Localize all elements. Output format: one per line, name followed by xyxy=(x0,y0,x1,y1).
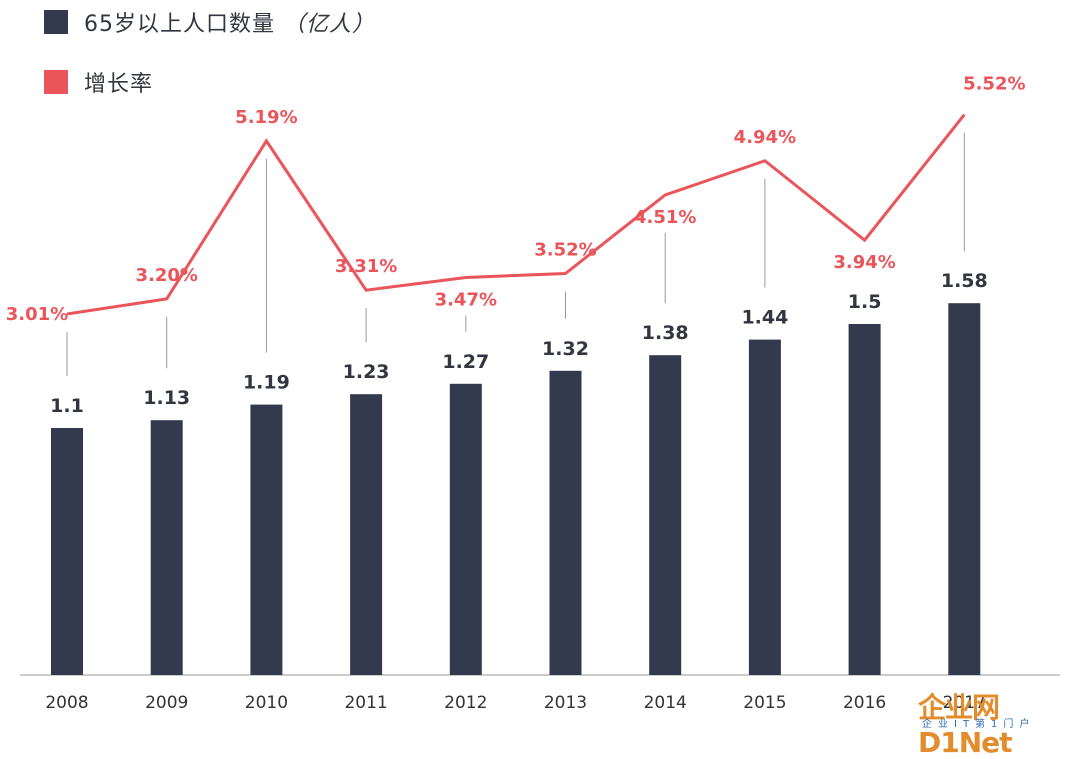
bar xyxy=(649,355,682,675)
legend-swatch-growth-rate xyxy=(44,70,68,94)
bar-value-label: 1.23 xyxy=(343,361,390,383)
x-tick-label: 2010 xyxy=(245,693,288,713)
bar xyxy=(748,339,781,675)
bar-value-label: 1.58 xyxy=(941,270,988,292)
legend-label-population: 65岁以上人口数量 xyxy=(84,12,275,37)
bar-value-label: 1.38 xyxy=(642,322,689,344)
bar xyxy=(350,394,383,675)
legend-swatch-population xyxy=(44,10,68,34)
legend-item-population: 65岁以上人口数量 （亿人） xyxy=(44,6,375,38)
legend-unit-population: （亿人） xyxy=(283,12,376,37)
bar xyxy=(549,370,582,675)
growth-rate-label: 5.19% xyxy=(235,107,297,128)
bar-value-label: 1.5 xyxy=(848,291,882,313)
bar xyxy=(449,383,482,675)
bar xyxy=(150,420,183,675)
x-tick-label: 2014 xyxy=(644,693,687,713)
chart-canvas: 1.1 2008 1.13 2009 1.19 2010 1.23 2011 1.27 2012 1… xyxy=(6,74,1060,713)
x-tick-label: 2015 xyxy=(743,693,786,713)
bar-value-label: 1.27 xyxy=(442,351,489,373)
growth-rate-label: 3.01% xyxy=(6,304,68,325)
x-tick-label: 2009 xyxy=(145,693,188,713)
growth-rate-label: 4.94% xyxy=(734,127,796,148)
bar xyxy=(948,303,981,675)
growth-rate-label: 3.94% xyxy=(833,252,895,273)
x-tick-label: 2013 xyxy=(544,693,587,713)
growth-rate-label: 3.47% xyxy=(435,289,497,310)
x-tick-label: 2016 xyxy=(843,693,886,713)
legend-label-growth-rate: 增长率 xyxy=(84,72,154,97)
bar xyxy=(51,428,83,675)
x-tick-label: 2008 xyxy=(45,693,88,713)
growth-rate-label: 3.52% xyxy=(534,240,596,261)
bar-value-label: 1.13 xyxy=(143,387,190,409)
growth-rate-label: 3.20% xyxy=(135,265,197,286)
x-tick-label: 2012 xyxy=(444,693,487,713)
bar-value-label: 1.32 xyxy=(542,338,589,360)
growth-rate-line xyxy=(66,113,966,316)
x-tick-label: 2017 xyxy=(943,693,986,713)
bar xyxy=(250,404,283,675)
legend-item-growth-rate: 增长率 xyxy=(44,66,153,98)
growth-rate-label: 3.31% xyxy=(335,256,397,277)
x-tick-label: 2011 xyxy=(344,693,387,713)
growth-rate-label: 4.51% xyxy=(634,207,696,228)
bar-value-label: 1.1 xyxy=(50,395,84,417)
bar-value-label: 1.19 xyxy=(243,372,290,394)
bar-value-label: 1.44 xyxy=(741,307,788,329)
watermark-sub-text: 企业IT第1门户 xyxy=(922,719,1036,730)
bar xyxy=(848,324,881,675)
watermark-logo: 企业网D1Net 企业IT第1门户 xyxy=(918,686,1080,759)
growth-rate-label: 5.52% xyxy=(963,74,1025,95)
